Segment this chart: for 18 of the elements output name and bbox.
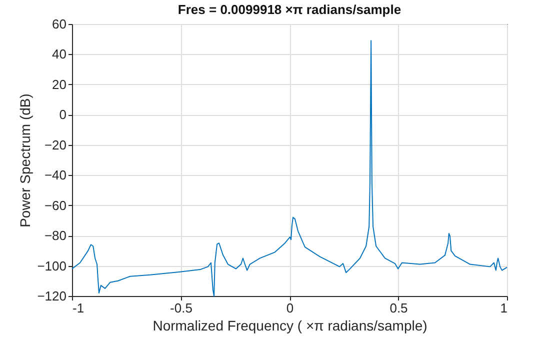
y-tick-label: −20 bbox=[44, 137, 66, 152]
y-tick-label: 0 bbox=[59, 107, 66, 122]
x-tick-label: 1 bbox=[500, 300, 508, 316]
x-axis-title: Normalized Frequency ( ×π radians/sample) bbox=[152, 318, 428, 334]
y-tick-label: 60 bbox=[52, 16, 66, 32]
y-tick-label: −100 bbox=[37, 258, 66, 274]
y-tick-label: −80 bbox=[44, 228, 66, 244]
y-tick-label: −60 bbox=[44, 198, 66, 213]
x-tick-label: 0.5 bbox=[390, 300, 408, 316]
y-tick-label: −40 bbox=[44, 168, 66, 183]
y-tick-label: −120 bbox=[37, 288, 66, 304]
chart-title: Fres = 0.0099918 ×π radians/sample bbox=[178, 2, 402, 17]
y-tick-label: 20 bbox=[52, 76, 66, 92]
x-tick-label: -0.5 bbox=[170, 300, 192, 316]
y-tick-label: 40 bbox=[52, 46, 66, 62]
x-tick-label: 0 bbox=[286, 300, 294, 316]
x-tick-label: -1 bbox=[72, 300, 84, 316]
y-axis-title: Power Spectrum (dB) bbox=[17, 94, 34, 228]
